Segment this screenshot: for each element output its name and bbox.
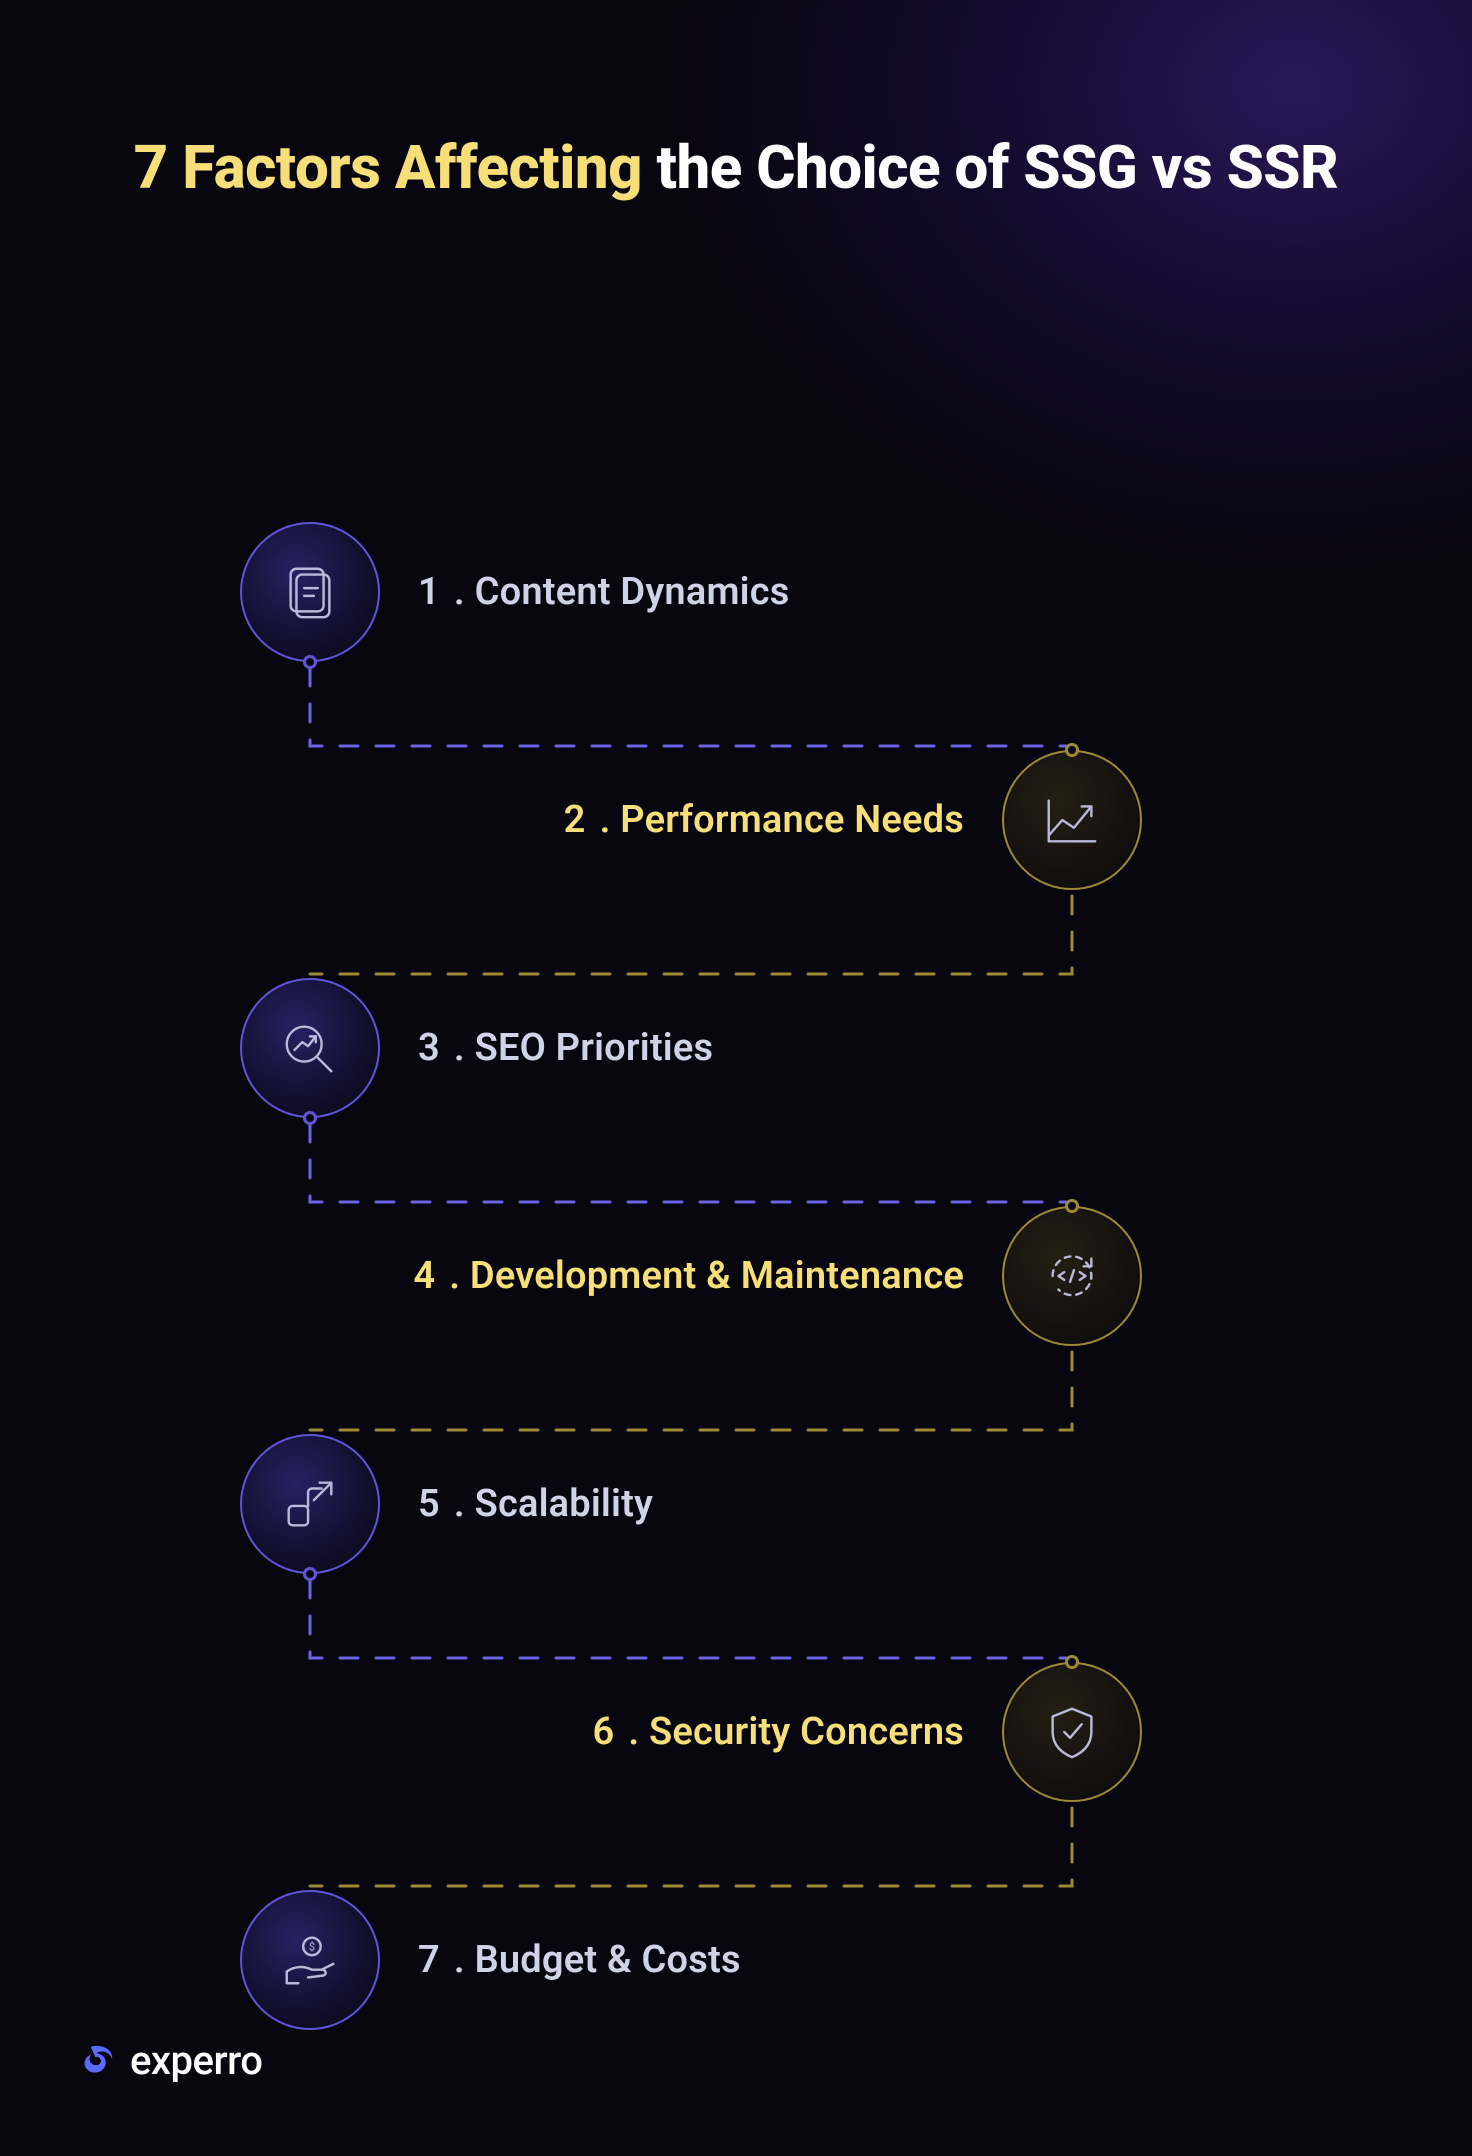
factor-1-label: 1. Content Dynamics — [418, 570, 790, 614]
factor-7-text: Budget & Costs — [475, 1938, 741, 1982]
factor-3: 3. SEO Priorities — [240, 978, 713, 1118]
factor-1: 1. Content Dynamics — [240, 522, 790, 662]
factor-5-label: 5. Scalability — [418, 1482, 653, 1526]
factor-7-label: 7. Budget & Costs — [418, 1938, 741, 1982]
expand-icon — [279, 1473, 341, 1535]
factor-5-icon-circle — [240, 1434, 380, 1574]
factor-1-text: Content Dynamics — [475, 570, 790, 614]
connector-dot — [1065, 1199, 1079, 1213]
connector-dot — [1065, 1655, 1079, 1669]
factor-6-number: 6 — [592, 1710, 614, 1754]
connector-dot — [303, 1567, 317, 1581]
factor-1-icon-circle — [240, 522, 380, 662]
factor-2: 2. Performance Needs — [564, 750, 1142, 890]
page-title: 7 Factors Affecting the Choice of SSG vs… — [0, 130, 1472, 205]
factor-6-label: 6. Security Concerns — [592, 1710, 964, 1754]
brand-logo: experro — [78, 2037, 262, 2084]
factor-3-label: 3. SEO Priorities — [418, 1026, 713, 1070]
factor-4-number: 4 — [413, 1254, 435, 1298]
title-white: the Choice of SSG vs SSR — [642, 132, 1338, 203]
factor-3-text: SEO Priorities — [475, 1026, 714, 1070]
hand-coin-icon: $ — [279, 1929, 341, 1991]
factor-6: 6. Security Concerns — [592, 1662, 1142, 1802]
factor-3-number: 3 — [418, 1026, 440, 1070]
factor-3-icon-circle — [240, 978, 380, 1118]
brand-logo-text: experro — [130, 2037, 262, 2084]
factor-2-number: 2 — [564, 798, 586, 842]
factor-5: 5. Scalability — [240, 1434, 653, 1574]
magnify-trend-icon — [279, 1017, 341, 1079]
shield-check-icon — [1041, 1701, 1103, 1763]
factor-6-text: Security Concerns — [649, 1710, 964, 1754]
factor-5-text: Scalability — [475, 1482, 654, 1526]
code-cycle-icon — [1041, 1245, 1103, 1307]
connector-dot — [303, 1111, 317, 1125]
factor-4-label: 4. Development & Maintenance — [413, 1254, 964, 1298]
trend-up-icon — [1041, 789, 1103, 851]
connector-dot — [1065, 743, 1079, 757]
factor-2-text: Performance Needs — [620, 798, 964, 842]
infographic-canvas: 7 Factors Affecting the Choice of SSG vs… — [0, 0, 1472, 2156]
factor-4-text: Development & Maintenance — [470, 1254, 964, 1298]
title-accent: 7 Factors Affecting — [134, 132, 642, 203]
factor-7: $ 7. Budget & Costs — [240, 1890, 741, 2030]
experro-mark-icon — [78, 2040, 120, 2082]
svg-text:$: $ — [309, 1940, 315, 1953]
factor-4-icon-circle — [1002, 1206, 1142, 1346]
factor-2-icon-circle — [1002, 750, 1142, 890]
factor-5-number: 5 — [418, 1482, 440, 1526]
connector-dot — [303, 655, 317, 669]
factor-2-label: 2. Performance Needs — [564, 798, 964, 842]
factor-1-number: 1 — [418, 570, 440, 614]
factor-7-icon-circle: $ — [240, 1890, 380, 2030]
factor-6-icon-circle — [1002, 1662, 1142, 1802]
factor-7-number: 7 — [418, 1938, 440, 1982]
connector-lines — [0, 0, 1472, 2156]
document-icon — [279, 561, 341, 623]
factor-4: 4. Development & Maintenance — [413, 1206, 1142, 1346]
